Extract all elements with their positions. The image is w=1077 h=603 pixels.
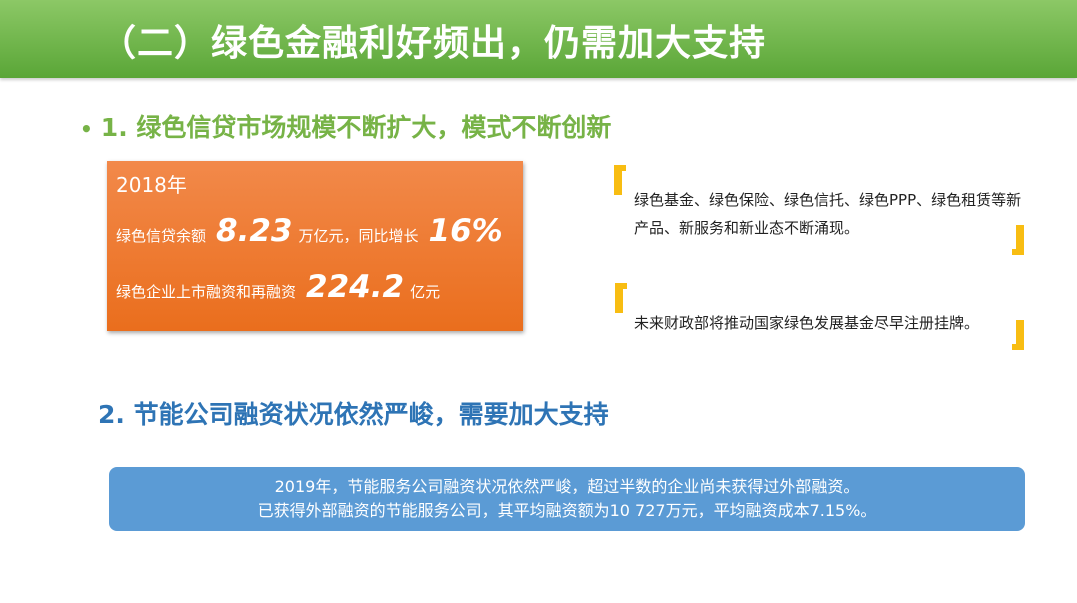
info-box: 2019年，节能服务公司融资状况依然严峻，超过半数的企业尚未获得过外部融资。 已… <box>109 467 1025 531</box>
section2-heading: 2. 节能公司融资状况依然严峻，需要加大支持 <box>98 400 609 429</box>
credit-growth: 16% <box>428 213 503 249</box>
info-line: 2019年，节能服务公司融资状况依然严峻，超过半数的企业尚未获得过外部融资。 <box>274 477 860 496</box>
quote-2: 未来财政部将推动国家绿色发展基金尽早注册挂牌。 <box>634 314 980 332</box>
open-bracket-icon <box>615 283 627 313</box>
bullet-icon: • <box>80 117 93 141</box>
financing-label: 绿色企业上市融资和再融资 <box>116 283 297 301</box>
quote-1: 绿色基金、绿色保险、绿色信托、绿色PPP、绿色租赁等新产品、新服务和新业态不断涌… <box>634 191 1022 237</box>
card-row-financing: 绿色企业上市融资和再融资 224.2 亿元 <box>116 269 440 305</box>
financing-unit: 亿元 <box>410 283 441 301</box>
close-bracket-icon <box>1012 225 1024 255</box>
credit-sep: ，同比增长 <box>343 227 419 245</box>
card-row-credit: 绿色信贷余额 8.23 万亿元，同比增长 16% <box>116 213 509 249</box>
section1-heading: • 1. 绿色信贷市场规模不断扩大，模式不断创新 <box>80 108 611 144</box>
slide-title: （二）绿色金融利好频出，仍需加大支持 <box>100 23 767 64</box>
financing-value: 224.2 <box>306 269 405 305</box>
info-line: 已获得外部融资的节能服务公司，其平均融资额为10 727万元，平均融资成本7.1… <box>257 501 877 520</box>
open-bracket-icon <box>614 165 626 195</box>
header-bar: （二）绿色金融利好频出，仍需加大支持 <box>0 0 1077 78</box>
stats-card: 2018年 绿色信贷余额 8.23 万亿元，同比增长 16% 绿色企业上市融资和再融资… <box>107 161 523 331</box>
section1-heading-text: 1. 绿色信贷市场规模不断扩大，模式不断创新 <box>100 113 612 142</box>
card-year: 2018年 <box>116 173 187 197</box>
close-bracket-icon <box>1012 320 1024 350</box>
credit-label: 绿色信贷余额 <box>116 227 207 245</box>
credit-value: 8.23 <box>216 213 293 249</box>
credit-unit: 万亿元 <box>298 227 344 245</box>
